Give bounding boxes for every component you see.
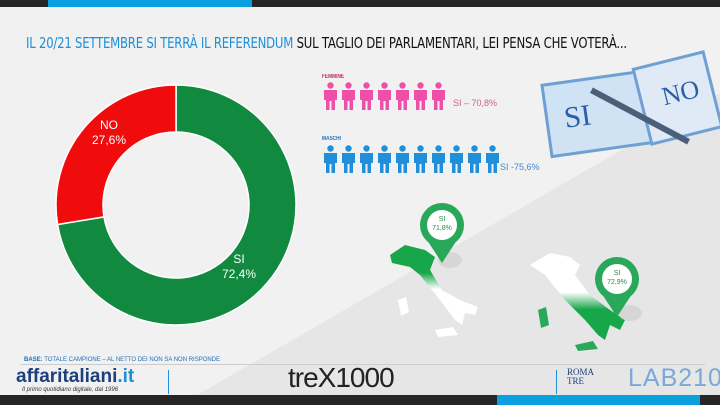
- roma2: TRE: [567, 376, 584, 386]
- person-icon: [432, 145, 445, 173]
- label-si-name: SI: [233, 252, 245, 266]
- ballot-image: SI NO: [540, 50, 720, 168]
- person-icon: [414, 82, 427, 110]
- top-accent: [48, 0, 252, 7]
- trex-logo: treX1000: [288, 362, 395, 393]
- base-bold: BASE:: [24, 357, 43, 363]
- lab2101-logo: LAB2101: [628, 364, 720, 392]
- label-no-value: 27,6%: [92, 133, 127, 147]
- person-icon: [432, 82, 445, 110]
- person-icon: [414, 145, 427, 173]
- person-icon: [324, 82, 337, 110]
- pin-south: SI 72,9%: [607, 269, 627, 287]
- pin-south-name: SI: [613, 270, 621, 277]
- separator: [168, 370, 169, 394]
- female-value: SI – 70,8%: [453, 98, 498, 108]
- label-no-name: NO: [100, 118, 119, 132]
- person-icon: [378, 82, 391, 110]
- base-text: TOTALE CAMPIONE – AL NETTO DEI NON SA NO…: [44, 357, 221, 363]
- person-icon: [468, 145, 481, 173]
- pin-north-name: SI: [438, 216, 446, 223]
- italy-south-map: [530, 253, 625, 340]
- logo-tld: .it: [117, 366, 135, 387]
- person-icon: [360, 82, 373, 110]
- person-icon: [342, 145, 355, 173]
- base-note: BASE: TOTALE CAMPIONE – AL NETTO DEI NON…: [24, 357, 220, 363]
- page-title: IL 20/21 SETTEMBRE SI TERRÀ IL REFERENDU…: [26, 34, 627, 52]
- italy-maps: [390, 203, 642, 351]
- top-bar: [0, 0, 720, 7]
- male-value: SI -75,6%: [500, 162, 540, 172]
- donut-slice-si: [56, 84, 297, 326]
- person-icon: [450, 145, 463, 173]
- roma1: ROMA: [567, 367, 595, 377]
- title-part2: SUL TAGLIO DEI PARLAMENTARI, LEI PENSA C…: [296, 34, 627, 52]
- label-no: NO 27,6%: [92, 118, 126, 148]
- person-icon: [360, 145, 373, 173]
- bottom-bar: [0, 395, 720, 405]
- person-icon: [378, 145, 391, 173]
- donut-slice-no: [55, 84, 177, 226]
- pin-south-value: 72,9%: [607, 279, 627, 286]
- person-icon: [396, 145, 409, 173]
- female-icons: [323, 82, 449, 115]
- male-label: MASCHI: [322, 136, 341, 142]
- label-si-value: 72,4%: [222, 267, 257, 281]
- person-icon: [396, 82, 409, 110]
- male-icons: [323, 145, 503, 178]
- person-icon: [342, 82, 355, 110]
- bottom-accent: [497, 395, 700, 405]
- ballot-no-text: NO: [658, 73, 703, 112]
- title-part1: IL 20/21 SETTEMBRE SI TERRÀ IL REFERENDU…: [26, 34, 294, 52]
- person-icon: [486, 145, 499, 173]
- person-icon: [324, 145, 337, 173]
- affaritaliani-logo: affaritaliani.it: [16, 366, 134, 388]
- footer-divider: [20, 364, 705, 365]
- romatre-logo: ROMA TRE: [567, 368, 594, 386]
- pin-north: SI 71,8%: [432, 215, 452, 233]
- separator: [556, 370, 557, 394]
- italy-north-map: [390, 245, 478, 325]
- female-label: FEMMINE: [322, 74, 345, 80]
- logo-main: affaritaliani: [16, 366, 118, 387]
- label-si: SI 72,4%: [222, 252, 256, 282]
- tagline: Il primo quotidiano digitale, dal 1996: [22, 387, 119, 393]
- pin-north-value: 71,8%: [432, 225, 452, 232]
